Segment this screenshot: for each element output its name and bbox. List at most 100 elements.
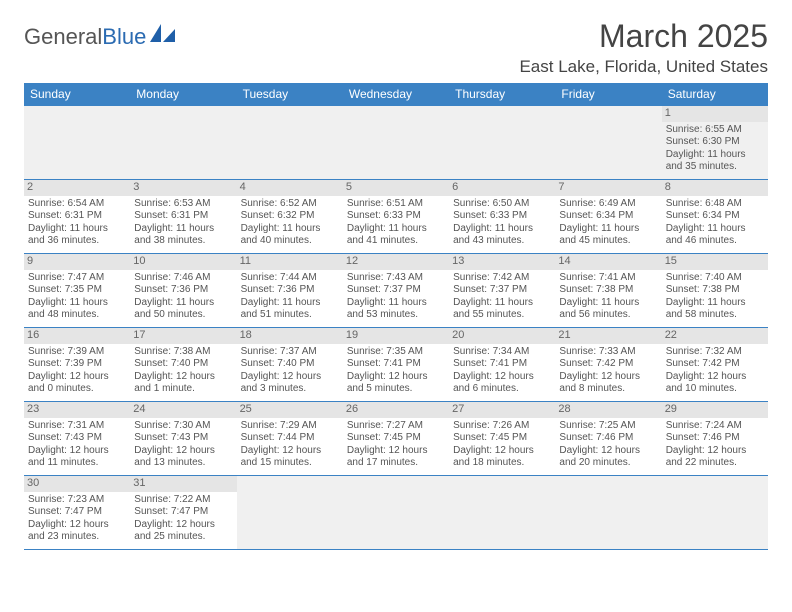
daylight-text: Daylight: 12 hours and 23 minutes. <box>28 519 126 544</box>
sunset-text: Sunset: 7:43 PM <box>28 432 126 445</box>
daylight-text: Daylight: 11 hours and 50 minutes. <box>134 297 232 322</box>
sunset-text: Sunset: 7:42 PM <box>559 358 657 371</box>
logo: GeneralBlue <box>24 24 176 50</box>
sunrise-text: Sunrise: 6:54 AM <box>28 198 126 211</box>
calendar-cell: 28Sunrise: 7:25 AMSunset: 7:46 PMDayligh… <box>555 402 661 476</box>
sunset-text: Sunset: 6:33 PM <box>347 210 445 223</box>
day-number: 20 <box>449 328 555 344</box>
sunrise-text: Sunrise: 6:48 AM <box>666 198 764 211</box>
sunrise-text: Sunrise: 7:31 AM <box>28 420 126 433</box>
daylight-text: Daylight: 11 hours and 35 minutes. <box>666 149 764 174</box>
day-info: Sunrise: 7:34 AMSunset: 7:41 PMDaylight:… <box>453 346 551 396</box>
day-info: Sunrise: 7:37 AMSunset: 7:40 PMDaylight:… <box>241 346 339 396</box>
calendar-cell: 10Sunrise: 7:46 AMSunset: 7:36 PMDayligh… <box>130 254 236 328</box>
sunrise-text: Sunrise: 7:35 AM <box>347 346 445 359</box>
calendar-cell <box>449 106 555 180</box>
daylight-text: Daylight: 12 hours and 5 minutes. <box>347 371 445 396</box>
daylight-text: Daylight: 11 hours and 38 minutes. <box>134 223 232 248</box>
sunset-text: Sunset: 6:32 PM <box>241 210 339 223</box>
calendar-cell: 30Sunrise: 7:23 AMSunset: 7:47 PMDayligh… <box>24 476 130 550</box>
daylight-text: Daylight: 12 hours and 22 minutes. <box>666 445 764 470</box>
sunset-text: Sunset: 7:36 PM <box>241 284 339 297</box>
daylight-text: Daylight: 11 hours and 43 minutes. <box>453 223 551 248</box>
sunset-text: Sunset: 7:40 PM <box>241 358 339 371</box>
day-number: 5 <box>343 180 449 196</box>
day-number: 29 <box>662 402 768 418</box>
sunset-text: Sunset: 7:37 PM <box>347 284 445 297</box>
day-info: Sunrise: 7:30 AMSunset: 7:43 PMDaylight:… <box>134 420 232 470</box>
day-info: Sunrise: 7:44 AMSunset: 7:36 PMDaylight:… <box>241 272 339 322</box>
calendar-cell: 4Sunrise: 6:52 AMSunset: 6:32 PMDaylight… <box>237 180 343 254</box>
sunrise-text: Sunrise: 7:34 AM <box>453 346 551 359</box>
day-number: 18 <box>237 328 343 344</box>
calendar-week: 16Sunrise: 7:39 AMSunset: 7:39 PMDayligh… <box>24 328 768 402</box>
day-number: 17 <box>130 328 236 344</box>
sunset-text: Sunset: 7:36 PM <box>134 284 232 297</box>
sunrise-text: Sunrise: 7:43 AM <box>347 272 445 285</box>
calendar-cell: 23Sunrise: 7:31 AMSunset: 7:43 PMDayligh… <box>24 402 130 476</box>
sunrise-text: Sunrise: 7:32 AM <box>666 346 764 359</box>
day-info: Sunrise: 7:33 AMSunset: 7:42 PMDaylight:… <box>559 346 657 396</box>
logo-text-general: General <box>24 24 102 50</box>
calendar-cell <box>555 476 661 550</box>
day-number: 23 <box>24 402 130 418</box>
calendar-cell: 3Sunrise: 6:53 AMSunset: 6:31 PMDaylight… <box>130 180 236 254</box>
daylight-text: Daylight: 11 hours and 45 minutes. <box>559 223 657 248</box>
sunset-text: Sunset: 6:33 PM <box>453 210 551 223</box>
sunset-text: Sunset: 7:38 PM <box>666 284 764 297</box>
sunrise-text: Sunrise: 6:53 AM <box>134 198 232 211</box>
day-info: Sunrise: 7:43 AMSunset: 7:37 PMDaylight:… <box>347 272 445 322</box>
sunrise-text: Sunrise: 7:25 AM <box>559 420 657 433</box>
daylight-text: Daylight: 11 hours and 55 minutes. <box>453 297 551 322</box>
calendar-cell: 7Sunrise: 6:49 AMSunset: 6:34 PMDaylight… <box>555 180 661 254</box>
sunrise-text: Sunrise: 7:46 AM <box>134 272 232 285</box>
day-info: Sunrise: 7:39 AMSunset: 7:39 PMDaylight:… <box>28 346 126 396</box>
day-number: 26 <box>343 402 449 418</box>
daylight-text: Daylight: 12 hours and 6 minutes. <box>453 371 551 396</box>
day-info: Sunrise: 7:29 AMSunset: 7:44 PMDaylight:… <box>241 420 339 470</box>
header: GeneralBlue March 2025 East Lake, Florid… <box>24 18 768 77</box>
sunrise-text: Sunrise: 6:51 AM <box>347 198 445 211</box>
daylight-text: Daylight: 11 hours and 41 minutes. <box>347 223 445 248</box>
calendar-cell: 19Sunrise: 7:35 AMSunset: 7:41 PMDayligh… <box>343 328 449 402</box>
day-info: Sunrise: 6:52 AMSunset: 6:32 PMDaylight:… <box>241 198 339 248</box>
calendar-body: 1Sunrise: 6:55 AMSunset: 6:30 PMDaylight… <box>24 106 768 550</box>
sunrise-text: Sunrise: 7:26 AM <box>453 420 551 433</box>
daylight-text: Daylight: 11 hours and 51 minutes. <box>241 297 339 322</box>
sunset-text: Sunset: 7:40 PM <box>134 358 232 371</box>
calendar-cell: 13Sunrise: 7:42 AMSunset: 7:37 PMDayligh… <box>449 254 555 328</box>
daylight-text: Daylight: 12 hours and 25 minutes. <box>134 519 232 544</box>
calendar-cell: 27Sunrise: 7:26 AMSunset: 7:45 PMDayligh… <box>449 402 555 476</box>
day-number: 1 <box>662 106 768 122</box>
day-number: 19 <box>343 328 449 344</box>
calendar-cell: 14Sunrise: 7:41 AMSunset: 7:38 PMDayligh… <box>555 254 661 328</box>
day-info: Sunrise: 7:23 AMSunset: 7:47 PMDaylight:… <box>28 494 126 544</box>
sunset-text: Sunset: 6:34 PM <box>559 210 657 223</box>
sunrise-text: Sunrise: 7:33 AM <box>559 346 657 359</box>
day-header: Tuesday <box>237 83 343 106</box>
calendar-cell <box>237 476 343 550</box>
sunrise-text: Sunrise: 7:23 AM <box>28 494 126 507</box>
sunset-text: Sunset: 7:42 PM <box>666 358 764 371</box>
sunset-text: Sunset: 7:47 PM <box>28 506 126 519</box>
daylight-text: Daylight: 12 hours and 20 minutes. <box>559 445 657 470</box>
sunset-text: Sunset: 7:38 PM <box>559 284 657 297</box>
sunrise-text: Sunrise: 6:49 AM <box>559 198 657 211</box>
day-info: Sunrise: 7:42 AMSunset: 7:37 PMDaylight:… <box>453 272 551 322</box>
calendar-cell <box>343 476 449 550</box>
day-number: 25 <box>237 402 343 418</box>
daylight-text: Daylight: 11 hours and 36 minutes. <box>28 223 126 248</box>
day-info: Sunrise: 6:54 AMSunset: 6:31 PMDaylight:… <box>28 198 126 248</box>
sunset-text: Sunset: 7:45 PM <box>347 432 445 445</box>
day-info: Sunrise: 7:22 AMSunset: 7:47 PMDaylight:… <box>134 494 232 544</box>
day-number: 22 <box>662 328 768 344</box>
calendar-cell: 31Sunrise: 7:22 AMSunset: 7:47 PMDayligh… <box>130 476 236 550</box>
logo-text-blue: Blue <box>102 24 146 50</box>
day-number: 11 <box>237 254 343 270</box>
day-info: Sunrise: 6:48 AMSunset: 6:34 PMDaylight:… <box>666 198 764 248</box>
day-info: Sunrise: 7:27 AMSunset: 7:45 PMDaylight:… <box>347 420 445 470</box>
sunset-text: Sunset: 6:31 PM <box>28 210 126 223</box>
calendar-cell: 22Sunrise: 7:32 AMSunset: 7:42 PMDayligh… <box>662 328 768 402</box>
calendar-cell: 20 Sunrise: 7:34 AMSunset: 7:41 PMDayligh… <box>449 328 555 402</box>
day-info: Sunrise: 7:46 AMSunset: 7:36 PMDaylight:… <box>134 272 232 322</box>
